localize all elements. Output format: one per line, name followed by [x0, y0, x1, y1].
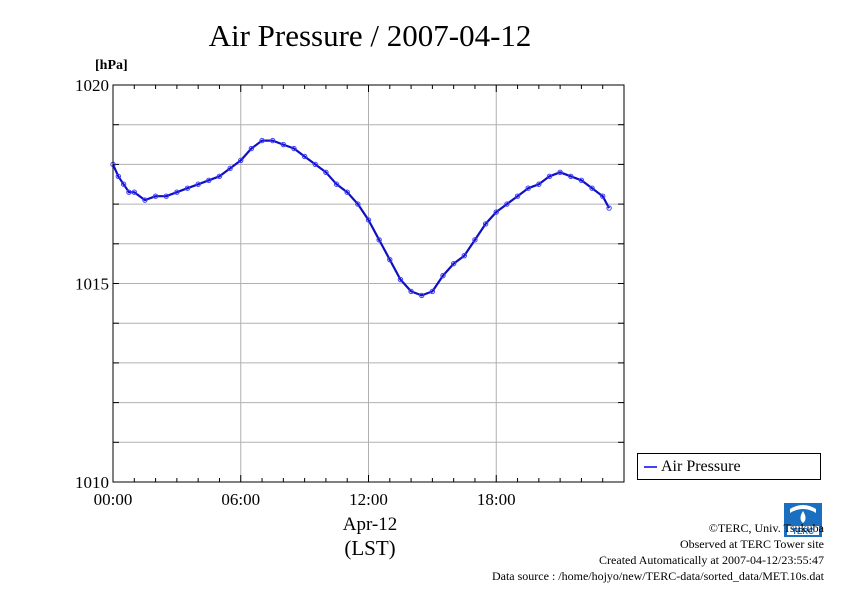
data-point: [493, 209, 499, 215]
legend-label-air-pressure: Air Pressure: [661, 458, 741, 475]
site-line: Observed at TERC Tower site: [679, 537, 824, 551]
y-axis-label: [hPa]: [95, 58, 128, 73]
x-axis-label-tz: (LST): [344, 536, 395, 560]
legend: Air Pressure: [637, 453, 821, 480]
data-point: [557, 169, 563, 176]
legend-swatch: [644, 466, 657, 468]
data-point: [280, 141, 287, 148]
data-point: [408, 288, 414, 295]
data-point: [461, 253, 468, 259]
x-axis-label-date: Apr-12: [343, 514, 398, 535]
y-tick-label: 1010: [75, 473, 109, 492]
credits: ©TERC, Univ. Tsukuba Observed at TERC To…: [492, 520, 824, 584]
data-point: [195, 181, 201, 187]
data-point: [333, 181, 340, 187]
data-point: [419, 292, 425, 299]
data-point: [115, 173, 122, 180]
y-tick-label: 1015: [75, 275, 109, 294]
data-point: [589, 185, 595, 191]
grid-lines: [113, 85, 624, 482]
data-point: [227, 165, 233, 172]
data-point: [397, 276, 404, 283]
data-point: [600, 193, 606, 199]
data-point: [238, 157, 244, 164]
data-series: [110, 137, 612, 299]
data-point: [387, 256, 393, 263]
data-point: [216, 173, 223, 180]
data-point: [376, 237, 382, 243]
x-tick-label: 06:00: [221, 490, 260, 509]
data-point: [429, 288, 436, 295]
data-point: [323, 169, 329, 176]
data-point: [504, 201, 510, 207]
data-point: [269, 137, 276, 144]
data-point: [355, 201, 361, 207]
data-point: [163, 193, 169, 199]
data-point: [450, 260, 457, 267]
data-point: [174, 189, 180, 195]
copyright-line: ©TERC, Univ. Tsukuba: [708, 521, 824, 535]
data-point: [312, 161, 318, 168]
data-point: [142, 197, 148, 203]
data-point: [120, 181, 127, 187]
data-point: [152, 193, 159, 199]
data-point: [536, 181, 542, 187]
data-point: [131, 189, 137, 195]
terc-logo: TERC: [784, 503, 822, 537]
x-tick-label: 18:00: [477, 490, 516, 509]
data-point: [578, 177, 585, 183]
data-point: [365, 217, 372, 223]
data-point: [344, 189, 350, 195]
data-point: [472, 237, 478, 243]
data-point: [525, 185, 531, 191]
chart-title: Air Pressure / 2007-04-12: [209, 18, 532, 53]
y-tick-label: 1020: [75, 76, 109, 95]
data-point: [514, 193, 521, 199]
data-point: [482, 221, 489, 227]
x-tick-labels: 00:00 06:00 12:00 18:00: [94, 490, 516, 509]
source-line: Data source : /home/hojyo/new/TERC-data/…: [491, 569, 824, 583]
data-point: [259, 137, 265, 144]
y-tick-labels: 1010 1015 1020: [75, 76, 109, 492]
x-tick-label: 12:00: [349, 490, 388, 509]
data-point: [301, 153, 308, 160]
logo-text: TERC: [792, 527, 814, 536]
data-point: [184, 185, 191, 191]
data-point: [291, 145, 297, 152]
data-point: [206, 177, 212, 183]
data-point: [606, 205, 612, 211]
data-point: [440, 272, 446, 279]
x-tick-label: 00:00: [94, 490, 133, 509]
data-point: [126, 189, 132, 195]
series-line-air-pressure: [111, 139, 611, 297]
data-point: [546, 173, 553, 180]
created-line: Created Automatically at 2007-04-12/23:5…: [599, 553, 824, 567]
data-point: [568, 173, 574, 180]
plot-frame: [112, 84, 625, 483]
data-point: [248, 145, 255, 152]
